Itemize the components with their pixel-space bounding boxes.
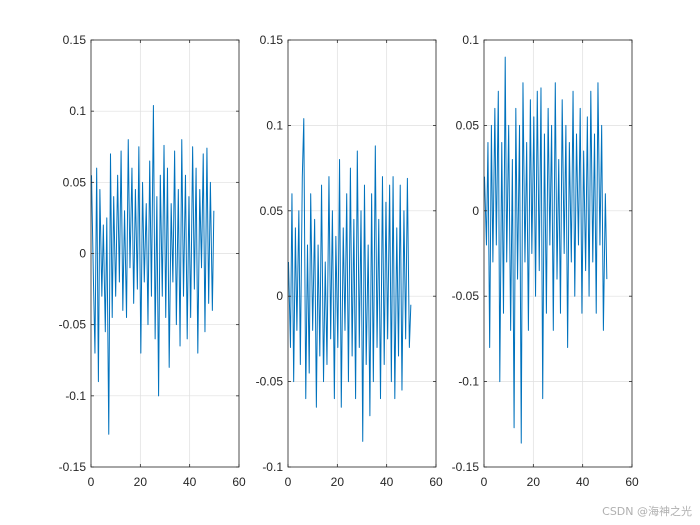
y-tick-label: 0 (276, 289, 283, 303)
y-tick-label: 0.15 (63, 33, 87, 47)
watermark-text: CSDN @海神之光 (602, 505, 692, 518)
axes-panel-2: 0 20 40 60 -0.1 -0.05 0 0.05 0.1 0.15 (256, 33, 443, 489)
x-tick-label: 0 (285, 475, 292, 489)
x-tick-label: 40 (576, 475, 590, 489)
y-tick-label: 0.05 (260, 204, 284, 218)
axes-background (484, 40, 632, 467)
y-tick-label: -0.15 (452, 460, 480, 474)
x-tick-label: 20 (527, 475, 541, 489)
axes-panel-3: 0 20 40 60 -0.15 -0.1 -0.05 0 0.05 0.1 (452, 33, 639, 489)
y-tick-label: 0.05 (456, 118, 480, 132)
y-tick-label: 0.15 (260, 33, 284, 47)
y-tick-label: -0.05 (59, 318, 87, 332)
y-tick-label: 0 (79, 247, 86, 261)
x-tick-label: 60 (232, 475, 246, 489)
y-tick-label: -0.05 (452, 289, 480, 303)
y-tick-label: -0.1 (65, 389, 86, 403)
x-tick-label: 0 (88, 475, 95, 489)
y-tick-label: -0.15 (59, 460, 87, 474)
y-tick-label: -0.1 (262, 460, 283, 474)
y-tick-label: 0 (472, 204, 479, 218)
axes-panel-1: 0 20 40 60 -0.15 -0.1 -0.05 0 0.05 0.1 0.15 (59, 33, 246, 489)
y-tick-label: 0.1 (266, 118, 283, 132)
axes-box (287, 39, 437, 468)
series-line-1 (483, 56, 608, 444)
x-tick-label: 20 (331, 475, 345, 489)
y-tick-label: 0.1 (69, 104, 86, 118)
x-tick-label: 40 (380, 475, 394, 489)
y-tick-label: 0.1 (462, 33, 479, 47)
x-tick-label: 0 (481, 475, 488, 489)
y-tick-label: -0.05 (256, 375, 284, 389)
x-tick-label: 20 (134, 475, 148, 489)
series-line-1 (287, 118, 412, 442)
series-line-1 (90, 104, 215, 435)
axes-box (483, 39, 633, 468)
y-tick-label: -0.1 (458, 375, 479, 389)
x-tick-label: 40 (183, 475, 197, 489)
y-tick-label: 0.05 (63, 175, 87, 189)
x-tick-label: 60 (625, 475, 639, 489)
x-tick-label: 60 (429, 475, 443, 489)
